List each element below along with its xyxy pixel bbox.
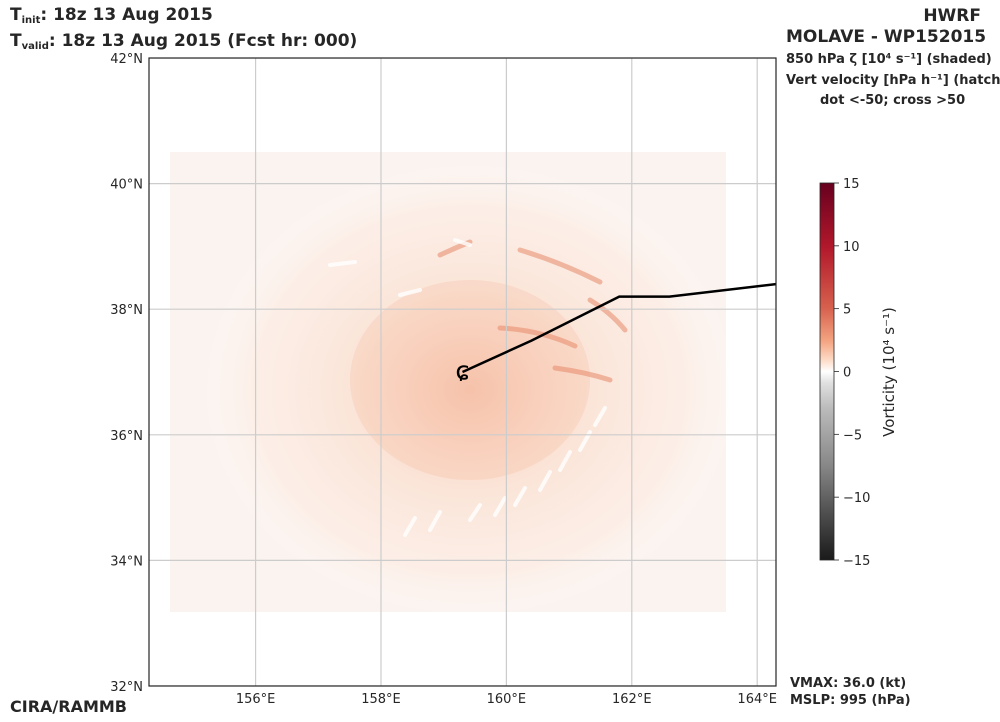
- y-tick-label: 34°N: [110, 554, 143, 569]
- storm-shading: [200, 160, 740, 620]
- x-tick-label: 156°E: [236, 692, 276, 707]
- colorbar-tick-label: −5: [843, 428, 862, 443]
- plot-frame: [148, 57, 777, 687]
- hatch-legend: dot <-50; cross >50: [820, 93, 966, 108]
- colorbar-tick-label: 5: [843, 303, 851, 318]
- grid-lines: [149, 58, 776, 686]
- t-valid-label: Tvalid: 18z 13 Aug 2015 (Fcst hr: 000): [10, 31, 358, 52]
- vmax-readout: VMAX: 36.0 (kt): [790, 676, 907, 691]
- credit-label: CIRA/RAMMB: [10, 697, 127, 716]
- tropical-storm-icon: ɕ: [455, 357, 469, 387]
- x-tick-label: 160°E: [487, 692, 527, 707]
- y-tick-label: 38°N: [110, 303, 143, 318]
- shading-description: 850 hPa ζ [10⁴ s⁻¹] (shaded): [786, 52, 992, 67]
- y-tick-label: 36°N: [110, 429, 143, 444]
- y-tick-labels: 32°N 34°N 36°N 38°N 40°N 42°N: [110, 52, 143, 695]
- y-tick-label: 40°N: [110, 178, 143, 193]
- y-tick-label: 42°N: [110, 52, 143, 67]
- colorbar-tick-label: 10: [843, 240, 860, 255]
- storm-core-shading: [350, 280, 590, 480]
- storm-track: [461, 282, 776, 374]
- colorbar-tick-label: −10: [843, 491, 870, 506]
- model-name: HWRF: [923, 6, 981, 26]
- colorbar-tick-labels: 15 10 5 0 −5 −10 −15: [834, 177, 870, 569]
- x-tick-label: 162°E: [612, 692, 652, 707]
- mslp-readout: MSLP: 995 (hPa): [790, 693, 911, 708]
- colorbar-tick-label: 0: [843, 366, 851, 381]
- x-tick-labels: 156°E 158°E 160°E 162°E 164°E: [236, 692, 777, 707]
- colorbar-tick-label: 15: [843, 177, 860, 192]
- rainband-streaks: [437, 239, 628, 383]
- hatch-description: Vert velocity [hPa h⁻¹] (hatch): [786, 73, 1000, 88]
- x-tick-label: 158°E: [361, 692, 401, 707]
- colorbar: [819, 182, 835, 561]
- storm-name: MOLAVE - WP152015: [786, 27, 987, 47]
- rainband-white-streaks: [328, 238, 607, 537]
- y-tick-label: 32°N: [110, 680, 143, 695]
- colorbar-tick-label: −15: [843, 554, 870, 569]
- x-tick-label: 164°E: [737, 692, 777, 707]
- t-init-label: Tinit: 18z 13 Aug 2015: [10, 5, 213, 26]
- colorbar-label: Vorticity (10⁴ s⁻¹): [880, 307, 898, 437]
